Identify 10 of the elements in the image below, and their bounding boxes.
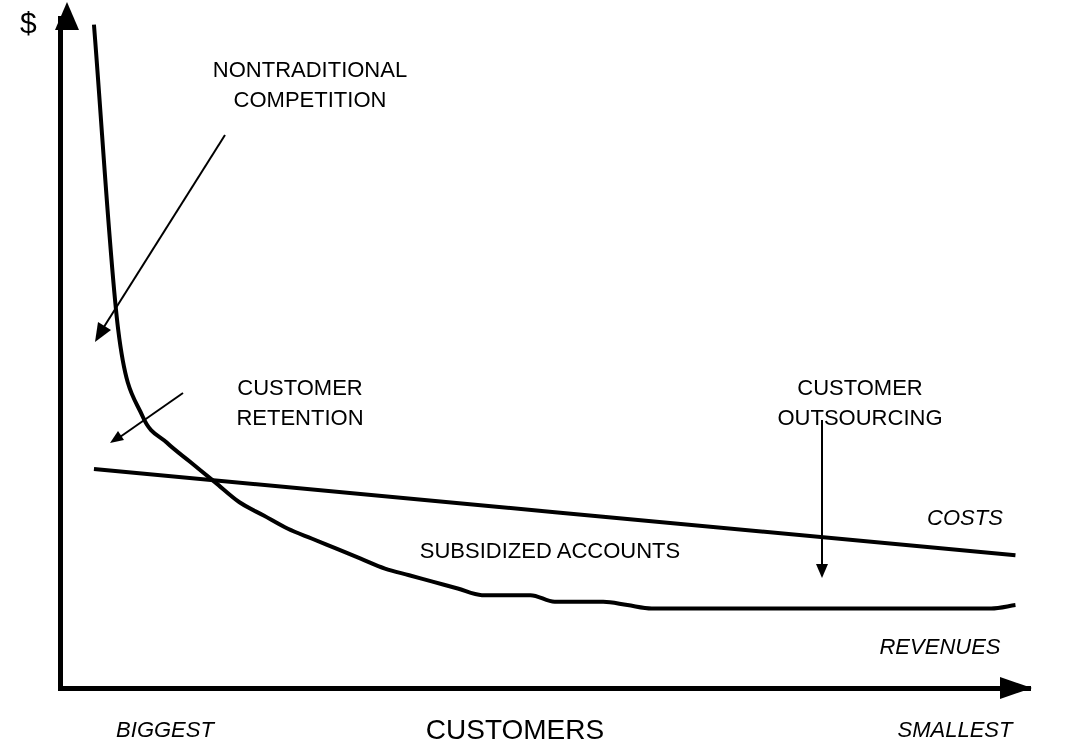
- x-axis-title: CUSTOMERS: [424, 713, 606, 747]
- series-label: REVENUES: [878, 633, 1002, 661]
- text: BIGGEST: [115, 716, 216, 744]
- annotation: NONTRADITIONAL COMPETITION: [211, 56, 409, 114]
- annotation: SUBSIDIZED ACCOUNTS: [418, 537, 682, 565]
- annotation: CUSTOMER OUTSOURCING: [776, 374, 944, 432]
- series-label: COSTS: [926, 504, 1004, 532]
- annotation: CUSTOMER RETENTION: [235, 374, 365, 432]
- text: SMALLEST: [896, 716, 1015, 744]
- y-axis-title: $: [20, 5, 37, 41]
